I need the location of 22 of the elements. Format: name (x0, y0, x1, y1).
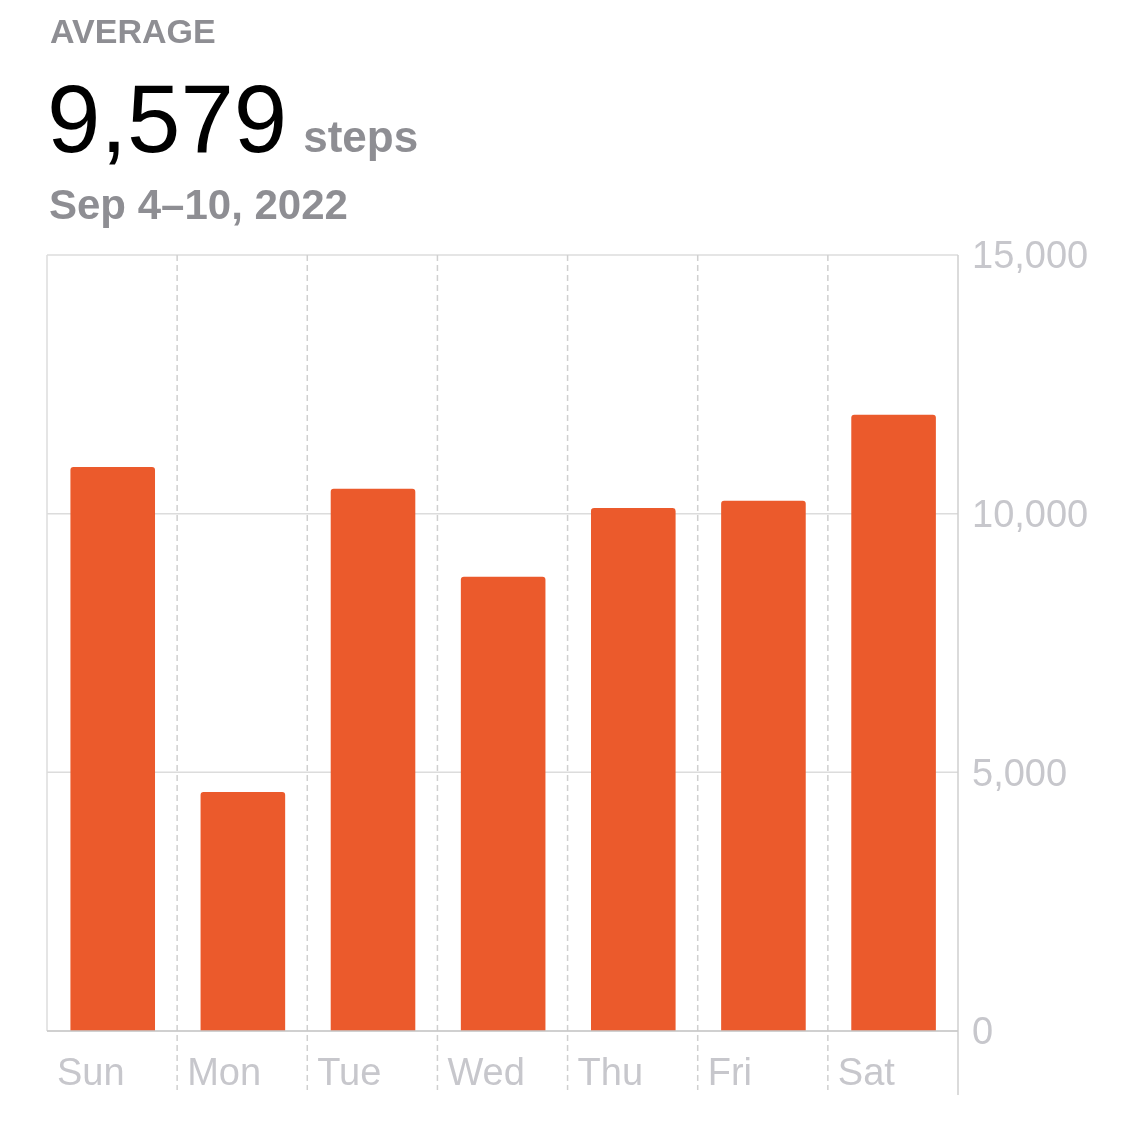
y-tick-label: 15,000 (972, 234, 1089, 277)
bar (70, 467, 156, 1031)
x-tick-label: Fri (707, 1051, 753, 1093)
chart-subtitle: Sep 4–10, 2022 (49, 181, 348, 228)
bar (591, 507, 676, 1031)
x-tick-label: Sun (57, 1051, 125, 1093)
x-tick-label: Mon (187, 1051, 262, 1093)
chart-title: 9,579 (47, 65, 288, 172)
text: AVERAGE (50, 12, 216, 50)
x-tick-label: Wed (447, 1051, 525, 1093)
bar (330, 488, 416, 1031)
text: steps (303, 112, 419, 161)
x-tick-label: Sat (837, 1051, 896, 1093)
x-tick-label: Tue (317, 1051, 382, 1093)
y-tick-label: 5,000 (972, 751, 1068, 794)
y-tick-label: 0 (972, 1010, 994, 1053)
bar (460, 576, 546, 1031)
y-tick-label: 10,000 (972, 492, 1089, 535)
bar (851, 414, 936, 1031)
x-tick-label: Thu (577, 1051, 644, 1093)
bar (200, 791, 286, 1031)
bar (721, 500, 806, 1031)
